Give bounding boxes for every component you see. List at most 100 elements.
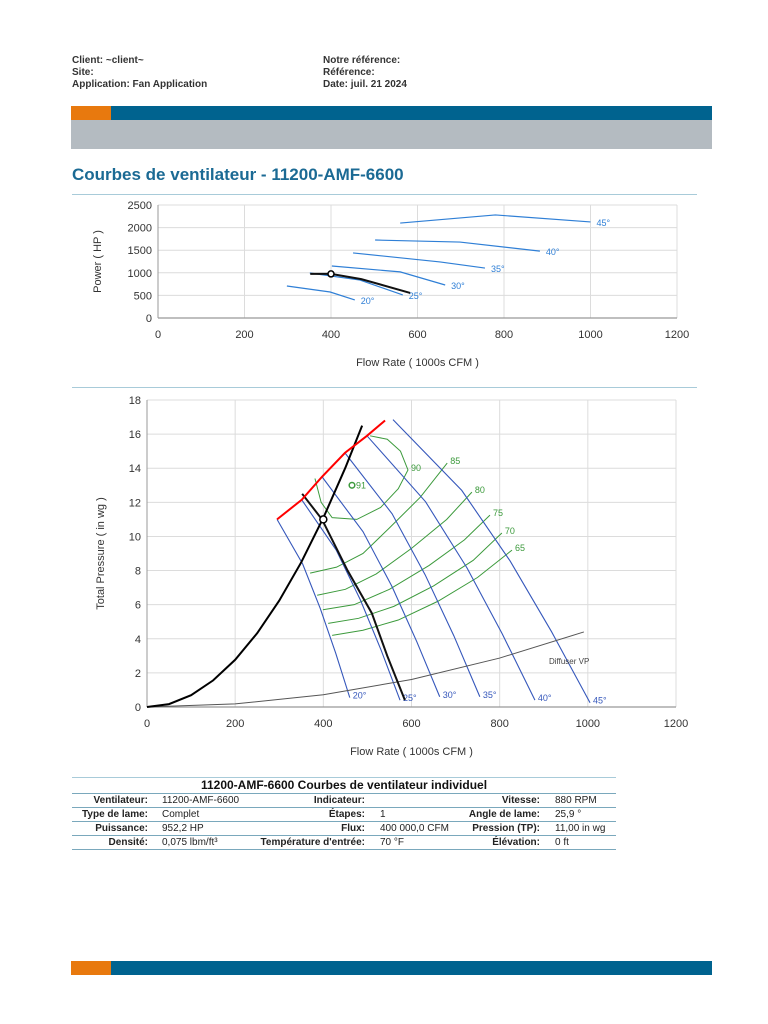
footer-bar-blue xyxy=(111,961,712,975)
table-title: 11200-AMF-6600 Courbes de ventilateur in… xyxy=(200,778,488,792)
curve-label: 25° xyxy=(403,693,417,703)
blade-angle-curve xyxy=(400,214,591,224)
efficiency-label: 90 xyxy=(411,463,421,473)
efficiency-label: 80 xyxy=(475,485,485,495)
field-label: Étapes: xyxy=(328,809,365,820)
field-label: Angle de lame: xyxy=(468,809,540,820)
efficiency-label: 75 xyxy=(493,508,503,518)
blade-angle-curve xyxy=(301,499,401,701)
field-label: Vitesse: xyxy=(501,795,540,806)
reference-label: Référence: xyxy=(323,67,375,78)
x-tick-label: 600 xyxy=(402,718,420,730)
table-row: Ventilateur: 11200-AMF-6600 Indicateur: Vit… xyxy=(72,793,616,807)
field-value: Complet xyxy=(162,809,200,820)
field-label: Puissance: xyxy=(95,823,148,834)
y-tick-label: 6 xyxy=(135,600,141,612)
diffuser-vp-label: Diffuser VP xyxy=(549,657,589,666)
blade-angle-curve xyxy=(331,265,446,286)
application-label: Application: Fan Application xyxy=(72,79,208,90)
curve-label: 45° xyxy=(597,218,611,228)
x-tick-label: 0 xyxy=(144,718,150,730)
blade-angle-curve xyxy=(392,419,591,703)
field-value: 1 xyxy=(380,809,386,820)
efficiency-curve xyxy=(309,462,448,574)
date-label: Date: juil. 21 2024 xyxy=(323,79,407,90)
y-tick-label: 12 xyxy=(129,497,141,509)
x-tick-label: 1000 xyxy=(576,718,600,730)
blade-angle-curve xyxy=(321,476,441,697)
x-tick-label: 800 xyxy=(490,718,508,730)
x-tick-label: 0 xyxy=(155,329,161,341)
curve-label: 20° xyxy=(361,296,375,306)
client-label: Client: ~client~ xyxy=(72,55,144,66)
x-tick-label: 1000 xyxy=(578,329,602,341)
y-tick-label: 0 xyxy=(146,313,152,325)
y-tick-label: 2500 xyxy=(128,200,152,212)
efficiency-label: 70 xyxy=(505,526,515,536)
curve-label: 30° xyxy=(451,281,465,291)
table-row: Puissance: 952,2 HP Flux: 400 000,0 CFM Pres… xyxy=(72,821,616,835)
curve-label: 30° xyxy=(443,690,457,700)
y-tick-label: 14 xyxy=(129,463,141,475)
field-label: Ventilateur: xyxy=(93,795,148,806)
field-value: 11200-AMF-6600 xyxy=(162,795,240,806)
curve-label: 45° xyxy=(593,696,607,706)
y-axis-label: Total Pressure ( in wg ) xyxy=(95,497,107,609)
y-tick-label: 0 xyxy=(135,702,141,714)
diffuser-vp-curve xyxy=(146,631,585,708)
curve-label: 40° xyxy=(546,247,560,257)
operating-blade-curve xyxy=(301,493,406,701)
y-axis-label: Power ( HP ) xyxy=(92,230,104,293)
x-tick-label: 400 xyxy=(322,329,340,341)
x-tick-label: 200 xyxy=(235,329,253,341)
field-value: 880 RPM xyxy=(555,795,597,806)
accent-bar-blue xyxy=(111,106,712,120)
stall-line xyxy=(276,419,386,521)
y-tick-label: 16 xyxy=(129,429,141,441)
field-label: Type de lame: xyxy=(82,809,148,820)
blade-angle-curve xyxy=(352,252,486,269)
y-tick-label: 2 xyxy=(135,668,141,680)
y-tick-label: 10 xyxy=(129,531,141,543)
blade-angle-curve xyxy=(309,272,403,296)
header-band xyxy=(71,120,712,149)
y-tick-label: 1500 xyxy=(128,245,152,257)
peak-efficiency-marker xyxy=(348,481,356,489)
curve-label: 25° xyxy=(409,291,423,301)
curve-label: 40° xyxy=(538,693,552,703)
blade-angle-curve xyxy=(344,452,481,697)
operating-power-curve xyxy=(310,272,411,294)
x-tick-label: 400 xyxy=(314,718,332,730)
efficiency-label: 85 xyxy=(450,456,460,466)
x-axis-label: Flow Rate ( 1000s CFM ) xyxy=(356,357,479,369)
efficiency-curve xyxy=(328,532,503,624)
our-reference-label: Notre référence: xyxy=(323,55,401,66)
x-tick-label: 1200 xyxy=(665,329,689,341)
operating-point-marker xyxy=(319,515,328,524)
field-label: Flux: xyxy=(341,823,365,834)
field-label: Élévation: xyxy=(492,837,540,848)
x-tick-label: 800 xyxy=(495,329,513,341)
blade-angle-curve xyxy=(375,239,540,252)
curve-label: 35° xyxy=(483,690,497,700)
field-value: 400 000,0 CFM xyxy=(380,823,449,834)
field-value: 0,075 lbm/ft³ xyxy=(162,837,218,848)
efficiency-curve xyxy=(322,514,491,611)
footer-bar-orange xyxy=(71,961,111,975)
efficiency-curve xyxy=(332,549,513,636)
system-curve xyxy=(146,425,364,708)
peak-efficiency-label: 91 xyxy=(356,480,366,490)
field-value: 952,2 HP xyxy=(162,823,204,834)
field-label: Densité: xyxy=(108,837,148,848)
divider xyxy=(72,387,697,388)
divider xyxy=(72,194,697,195)
y-tick-label: 500 xyxy=(134,290,152,302)
site-label: Site: xyxy=(72,67,94,78)
x-axis-label: Flow Rate ( 1000s CFM ) xyxy=(350,746,473,758)
y-tick-label: 8 xyxy=(135,566,141,578)
y-tick-label: 18 xyxy=(129,395,141,407)
field-label: Température d'entrée: xyxy=(260,837,365,848)
fan-data-table: 11200-AMF-6600 Courbes de ventilateur in… xyxy=(72,777,616,850)
efficiency-curve xyxy=(317,491,473,596)
